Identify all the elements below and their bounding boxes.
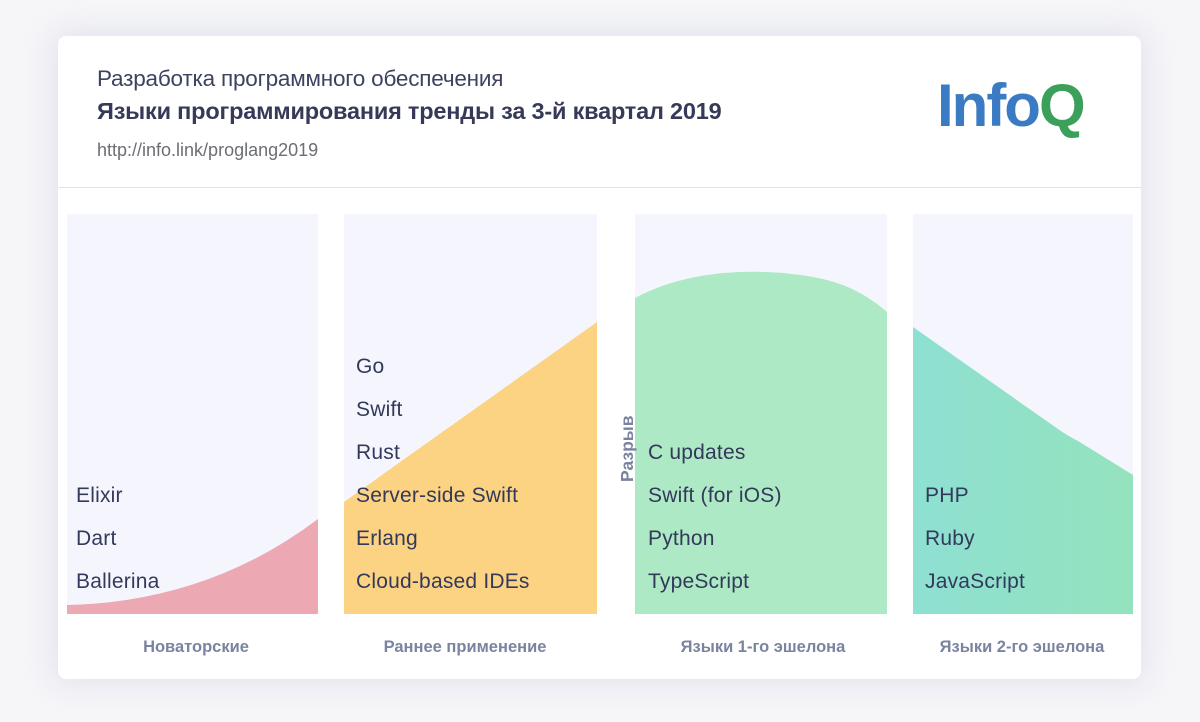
language-label: Server-side Swift: [356, 484, 519, 507]
late-majority-language-list: PHP Ruby JavaScript: [925, 214, 1025, 603]
early-adopters-curve: [344, 322, 597, 614]
category-label-early-adopters: Раннее применение: [383, 638, 547, 656]
source-url: http://info.link/proglang2019: [97, 140, 319, 160]
innovators-curve: [67, 519, 318, 614]
language-label: Erlang: [356, 527, 418, 550]
language-label: Swift (for iOS): [648, 484, 782, 507]
category-label-late-majority: Языки 2-го эшелона: [939, 638, 1105, 656]
chasm-label: Разрыв: [617, 415, 637, 482]
language-label: JavaScript: [925, 570, 1026, 593]
language-label: Cloud-based IDEs: [356, 570, 530, 593]
panel-early-majority: [635, 214, 887, 614]
early-majority-language-list: C updates Swift (for iOS) Python TypeScr…: [648, 214, 782, 603]
language-label: Python: [648, 527, 715, 550]
logo-q-text: Q: [1038, 72, 1086, 139]
language-label: Ballerina: [76, 570, 160, 593]
page-title: Языки программирования тренды за 3-й ква…: [97, 98, 722, 124]
category-label-innovators: Новаторские: [143, 638, 249, 656]
infoq-logo: InfoQ: [937, 76, 1086, 136]
category-label-early-majority: Языки 1-го эшелона: [680, 638, 846, 656]
logo-info-text: Info: [937, 72, 1041, 139]
early-majority-curve: [635, 271, 887, 614]
early-adopters-language-list: Go Swift Rust Server-side Swift Erlang C…: [356, 214, 530, 603]
panel-early-adopters: [344, 214, 597, 614]
subtitle: Разработка программного обеспечения: [97, 66, 504, 91]
language-label: Ruby: [925, 527, 975, 550]
language-label: Go: [356, 355, 385, 378]
header: Разработка программного обеспечения Язык…: [58, 36, 1141, 188]
language-label: Swift: [356, 398, 403, 421]
language-label: Dart: [76, 527, 117, 550]
innovators-language-list: Elixir Dart Ballerina: [76, 214, 160, 603]
language-label: Rust: [356, 441, 400, 464]
late-majority-curve: [913, 327, 1133, 614]
language-label: PHP: [925, 484, 969, 507]
language-label: Elixir: [76, 484, 123, 507]
language-label: C updates: [648, 441, 746, 464]
adoption-curve-chart: Elixir Dart Ballerina Go Swift Rust Serv…: [58, 36, 1141, 679]
adoption-curve-graphic: [67, 214, 1133, 614]
infographic-card: Разработка программного обеспечения Язык…: [58, 36, 1141, 679]
panel-innovators: [67, 214, 318, 614]
panel-late-majority: [913, 214, 1133, 614]
language-label: TypeScript: [648, 570, 750, 593]
